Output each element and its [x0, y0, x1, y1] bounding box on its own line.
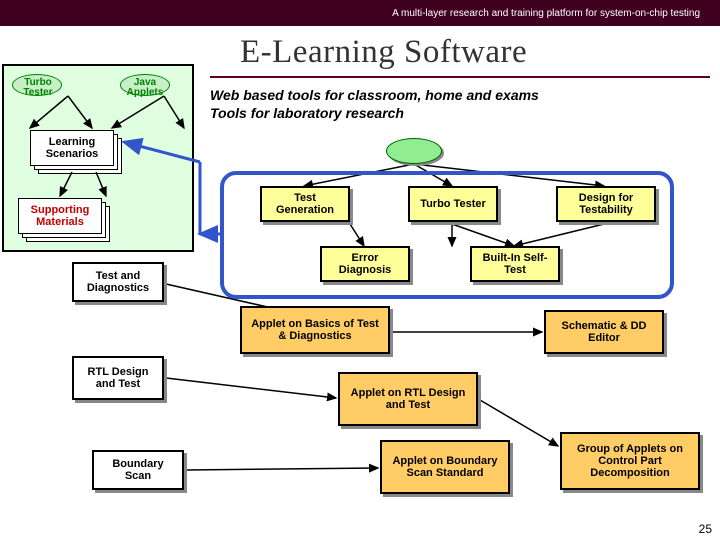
box-boundary: Boundary Scan — [92, 450, 184, 490]
box-bist: Built-In Self-Test — [470, 246, 560, 282]
box-rtl: RTL Design and Test — [72, 356, 164, 400]
box-applet_bscan: Applet on Boundary Scan Standard — [380, 440, 510, 494]
oval-main — [386, 138, 442, 164]
subtitle-line-1: Web based tools for classroom, home and … — [210, 86, 710, 104]
slide-title: E-Learning Software — [240, 34, 527, 71]
box-turbo: Turbo Tester — [408, 186, 498, 222]
stack-supporting-label: Supporting Materials — [19, 204, 101, 228]
box-dft: Design for Testability — [556, 186, 656, 222]
box-applet_decomp: Group of Applets on Control Part Decompo… — [560, 432, 700, 490]
banner-header: A multi-layer research and training plat… — [0, 0, 720, 26]
slide-number: 25 — [699, 522, 712, 536]
slide-subtitle: Web based tools for classroom, home and … — [210, 86, 710, 122]
label-java-applets: Java Applets — [118, 78, 172, 98]
banner-text: A multi-layer research and training plat… — [392, 8, 700, 19]
stack-learning-label: Learning Scenarios — [31, 136, 113, 160]
box-schematic: Schematic & DD Editor — [544, 310, 664, 354]
box-applet_rtl: Applet on RTL Design and Test — [338, 372, 478, 426]
title-underline — [210, 76, 710, 78]
left-panel: Turbo Tester Java Applets Learning Scena… — [2, 64, 194, 252]
box-test_gen: Test Generation — [260, 186, 350, 222]
box-testdiag: Test and Diagnostics — [72, 262, 164, 302]
box-applet_basics: Applet on Basics of Test & Diagnostics — [240, 306, 390, 354]
label-turbo-tester: Turbo Tester — [12, 78, 64, 98]
box-error: Error Diagnosis — [320, 246, 410, 282]
subtitle-line-2: Tools for laboratory research — [210, 104, 710, 122]
